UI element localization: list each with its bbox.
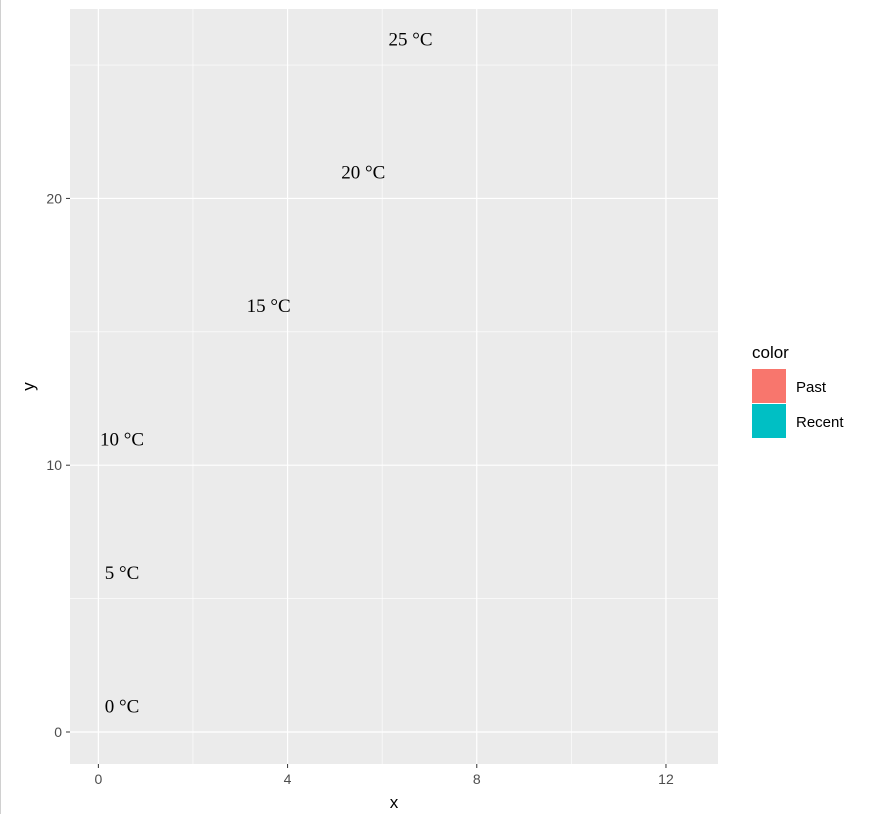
legend-items: Past Recent [752,369,844,438]
y-tick-label: 20 [46,190,62,206]
tick-labels: 0 4 8 12 0 10 20 [46,190,674,787]
window-edge [0,0,1,814]
x-tick-label: 0 [94,771,102,787]
minor-gridlines [70,9,718,764]
y-tick-label: 10 [46,457,62,473]
axis-ticks [66,197,667,768]
legend-title: color [752,343,789,362]
legend-swatch [752,369,786,403]
legend-label: Recent [796,414,844,431]
temperature-label: 10 °C [100,430,144,451]
x-tick-label: 12 [658,771,674,787]
temperature-label: 25 °C [389,29,433,50]
temperature-label: 5 °C [105,563,140,584]
major-gridlines [70,9,718,764]
annotations: 0 °C 5 °C 10 °C 15 °C 20 °C 25 °C [100,29,433,717]
temperature-label: 0 °C [105,696,140,717]
y-tick-label: 0 [54,724,62,740]
plot-panel [70,9,718,764]
legend-swatch [752,404,786,438]
legend-label: Past [796,379,827,396]
x-tick-label: 8 [473,771,481,787]
temperature-label: 15 °C [247,296,291,317]
x-tick-label: 4 [284,771,292,787]
temperature-label: 20 °C [341,163,385,184]
legend: color Past Recent [752,343,844,438]
x-axis-title: x [390,793,399,812]
y-axis-title: y [19,382,38,391]
